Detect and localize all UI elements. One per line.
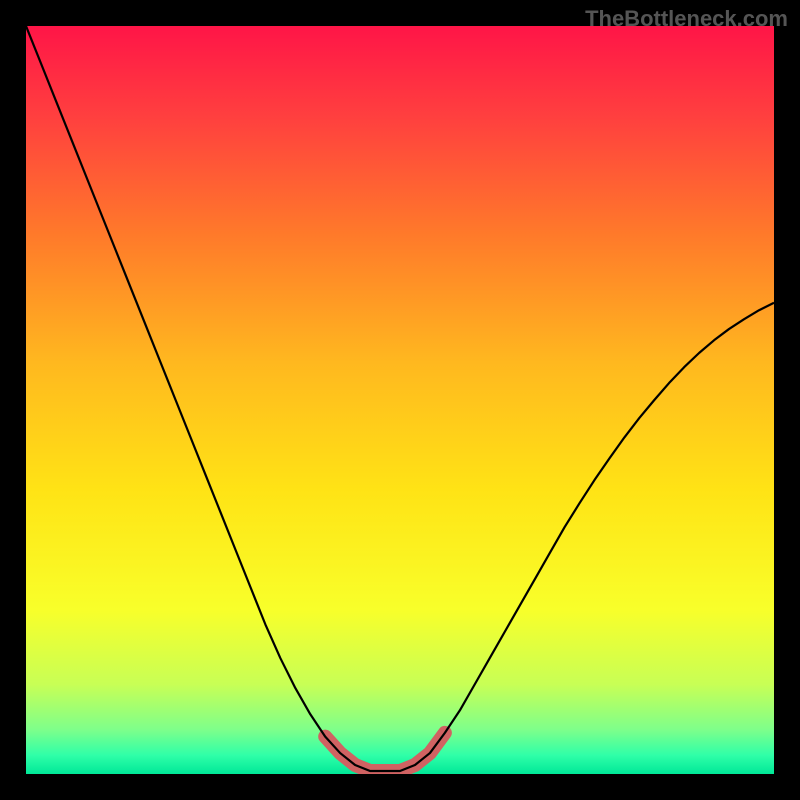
watermark-text: TheBottleneck.com xyxy=(585,6,788,32)
plot-svg xyxy=(26,26,774,774)
chart-container: TheBottleneck.com xyxy=(0,0,800,800)
plot-background xyxy=(26,26,774,774)
